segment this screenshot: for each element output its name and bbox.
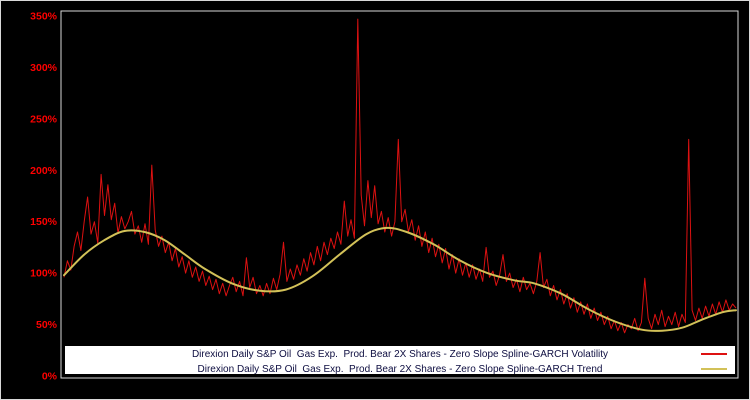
legend-line-volatility-icon [701,352,727,355]
legend-label-volatility: Direxion Daily S&P Oil Gas Exp. Prod. Be… [191,349,609,360]
legend-label-trend: Direxion Daily S&P Oil Gas Exp. Prod. Be… [197,364,603,375]
legend-line-trend-icon [701,367,727,370]
chart-legend: Direxion Daily S&P Oil Gas Exp. Prod. Be… [65,346,735,376]
svg-text:350%: 350% [30,11,58,23]
svg-text:0%: 0% [42,371,58,383]
svg-text:300%: 300% [30,62,58,74]
legend-row-volatility: Direxion Daily S&P Oil Gas Exp. Prod. Be… [65,346,735,361]
legend-row-trend: Direxion Daily S&P Oil Gas Exp. Prod. Be… [65,361,735,376]
svg-text:250%: 250% [30,113,58,125]
svg-text:200%: 200% [30,165,58,177]
svg-text:100%: 100% [30,268,58,280]
svg-text:50%: 50% [36,319,58,331]
svg-text:150%: 150% [30,216,58,228]
